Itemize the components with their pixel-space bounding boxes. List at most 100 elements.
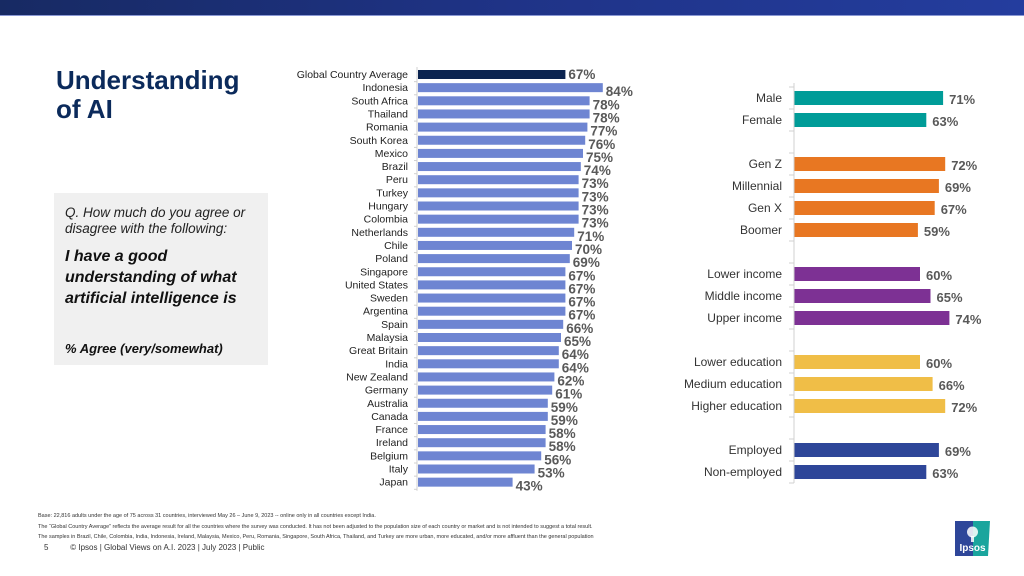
bar-lower-income	[794, 267, 920, 281]
data-label: 84%	[606, 84, 633, 99]
category-label: Peru	[386, 174, 408, 186]
data-label: 56%	[544, 452, 571, 467]
data-label: 63%	[932, 466, 958, 481]
data-label: 53%	[538, 466, 565, 481]
bar-south-korea	[418, 135, 586, 145]
bar-gen-x	[794, 201, 935, 215]
category-label: Brazil	[382, 161, 408, 173]
category-label: Lower income	[707, 267, 782, 281]
category-label: Italy	[389, 464, 409, 476]
bar-argentina	[418, 306, 566, 316]
bar-chile	[418, 240, 572, 250]
bar-peru	[418, 175, 579, 185]
bar-canada	[418, 411, 548, 421]
bar-female	[794, 113, 927, 127]
data-label: 72%	[951, 400, 977, 415]
category-label: Hungary	[368, 201, 408, 213]
bar-thailand	[418, 109, 590, 119]
bar-upper-income	[794, 311, 950, 325]
bar-new-zealand	[418, 372, 555, 382]
category-label: Chile	[384, 240, 408, 252]
bar-south-africa	[418, 96, 590, 106]
bar-australia	[418, 398, 548, 408]
category-label: Germany	[365, 385, 409, 397]
data-label: 62%	[557, 373, 584, 388]
bar-singapore	[418, 267, 566, 277]
data-label: 60%	[926, 356, 952, 371]
data-label: 59%	[924, 224, 950, 239]
category-label: Spain	[381, 319, 408, 331]
bar-male	[794, 91, 944, 105]
bar-poland	[418, 254, 570, 264]
data-label: 69%	[945, 180, 971, 195]
data-label: 67%	[568, 295, 595, 310]
data-label: 74%	[955, 312, 981, 327]
category-label: Poland	[375, 253, 408, 265]
bar-hungary	[418, 201, 579, 211]
top-banner	[0, 0, 1024, 16]
category-label: Employed	[729, 443, 782, 457]
bar-great-britain	[418, 346, 559, 356]
data-label: 66%	[939, 378, 965, 393]
category-label: Middle income	[705, 289, 783, 303]
bar-mexico	[418, 148, 583, 158]
data-label: 75%	[586, 150, 613, 165]
data-label: 77%	[590, 124, 617, 139]
category-label: Netherlands	[351, 227, 408, 239]
bar-indonesia	[418, 83, 603, 93]
category-label: Australia	[367, 398, 408, 410]
footnote-average: The “Global Country Average” reflects th…	[38, 523, 593, 530]
category-label: Japan	[379, 477, 408, 489]
category-label: Singapore	[360, 266, 408, 278]
category-label: Colombia	[364, 214, 409, 226]
category-label: Belgium	[370, 450, 408, 462]
data-label: 64%	[562, 347, 589, 362]
data-label: 67%	[568, 268, 595, 283]
data-label: 73%	[582, 203, 609, 218]
bar-boomer	[794, 223, 918, 237]
bar-employed	[794, 443, 939, 457]
category-label: South Africa	[351, 95, 408, 107]
category-label: Non-employed	[704, 465, 782, 479]
data-label: 69%	[945, 444, 971, 459]
bar-romania	[418, 122, 588, 132]
data-label: 73%	[582, 189, 609, 204]
category-label: Ireland	[376, 437, 408, 449]
data-label: 67%	[568, 67, 595, 82]
category-label: Lower education	[694, 355, 782, 369]
bar-gen-z	[794, 157, 946, 171]
data-label: 69%	[573, 255, 600, 270]
category-label: Romania	[366, 122, 408, 134]
category-label: Sweden	[370, 293, 408, 305]
page-number: 5	[44, 543, 49, 552]
bar-global-country-average	[418, 70, 566, 79]
data-label: 43%	[516, 479, 543, 494]
category-label: United States	[345, 279, 408, 291]
category-label: Indonesia	[362, 82, 408, 94]
data-label: 72%	[951, 158, 977, 173]
bar-netherlands	[418, 227, 575, 237]
title-line-2: of AI	[56, 94, 113, 124]
category-label: New Zealand	[346, 371, 408, 383]
data-label: 60%	[926, 268, 952, 283]
data-label: 78%	[593, 97, 620, 112]
question-prompt: Q. How much do you agree or disagree wit…	[65, 205, 246, 236]
data-label: 65%	[564, 334, 591, 349]
bar-brazil	[418, 162, 581, 172]
data-label: 65%	[937, 290, 963, 305]
data-label: 76%	[588, 137, 615, 152]
data-label: 61%	[555, 387, 582, 402]
category-label: Global Country Average	[297, 69, 408, 81]
bar-spain	[418, 319, 564, 329]
bar-india	[418, 359, 559, 369]
data-label: 66%	[566, 321, 593, 336]
category-label: India	[385, 358, 408, 370]
footer: 5 © Ipsos | Global Views on A.I. 2023 | …	[44, 543, 265, 552]
category-label: Upper income	[707, 311, 782, 325]
data-label: 70%	[575, 242, 602, 257]
bar-lower-education	[794, 355, 920, 369]
title-line-1: Understanding	[56, 65, 240, 95]
bar-colombia	[418, 214, 579, 224]
